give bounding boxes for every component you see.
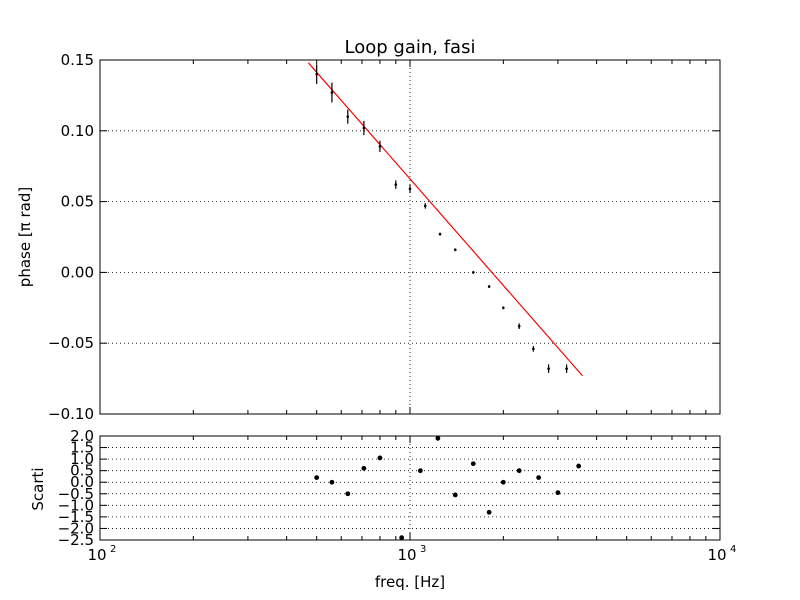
y-tick-label: −0.05 [48, 334, 94, 352]
residual-points [314, 435, 582, 541]
phase-errorbars [315, 64, 568, 373]
data-point [438, 232, 442, 236]
bottom-x-ticks: 10 2 10 3 10 4 [87, 436, 736, 564]
bottom-y-axis-label: Scarti [29, 467, 47, 510]
errorbar-point [362, 120, 366, 136]
bottom-grid [100, 436, 720, 540]
errorbar-point [315, 64, 318, 85]
y-tick-label: −2.0 [58, 519, 94, 537]
bottom-y-ticks: 2.01.51.00.50.0−0.5−1.0−1.5−2.0−2.5 [58, 427, 720, 549]
x-tick-label: 10 [707, 546, 726, 564]
data-point [423, 204, 427, 208]
x-tick-exponent: 3 [420, 544, 426, 555]
y-tick-label: −0.5 [58, 485, 94, 503]
y-tick-label: −2.5 [58, 531, 94, 549]
x-tick-exponent: 4 [730, 544, 736, 555]
errorbar-point [502, 306, 505, 310]
data-point [532, 347, 535, 351]
residual-point [500, 479, 506, 485]
errorbar-point [438, 232, 442, 236]
data-point [517, 324, 521, 328]
data-point [453, 248, 457, 252]
errorbar-point [487, 285, 491, 288]
errorbar-point [453, 248, 457, 252]
data-point [315, 72, 318, 76]
data-point [471, 271, 475, 274]
y-tick-label: 1.0 [70, 450, 94, 468]
y-tick-label: 0.00 [61, 263, 94, 281]
data-point [362, 126, 366, 130]
residual-point [536, 475, 542, 480]
y-tick-label: 0.05 [61, 193, 94, 211]
fit-line [307, 62, 583, 377]
residual-point [361, 465, 367, 471]
residual-point [452, 492, 458, 498]
bottom-axes-frame [99, 435, 721, 541]
top-axes-frame [99, 59, 721, 415]
x-tick-exponent: 2 [110, 544, 116, 555]
data-point [565, 367, 568, 370]
errorbar-point [408, 184, 412, 194]
residual-point [516, 468, 522, 474]
errorbar-point [565, 364, 568, 373]
errorbar-point [517, 323, 521, 330]
errorbar-point [394, 180, 398, 189]
residual-point [576, 463, 582, 469]
data-point [330, 91, 334, 94]
residual-point [470, 461, 476, 467]
residual-point [314, 475, 320, 480]
phase-plot: Loop gain, fasi 0.15 0.10 0.05 0.00 −0.05 −0.… [16, 37, 721, 423]
data-point [378, 145, 382, 148]
y-tick-label: −1.0 [58, 496, 94, 514]
y-tick-label: 2.0 [70, 427, 94, 445]
chart-title: Loop gain, fasi [345, 37, 476, 58]
errorbar-point [330, 82, 334, 103]
errorbar-point [378, 140, 382, 153]
residuals-plot: 2.01.51.00.50.0−0.5−1.0−1.5−2.0−2.5 10 2 1… [29, 427, 736, 591]
x-tick-label: 10 [397, 546, 416, 564]
data-point [394, 183, 398, 186]
data-point [346, 115, 350, 118]
residual-point [486, 509, 492, 515]
residual-point [377, 455, 383, 461]
data-point [487, 285, 491, 288]
y-tick-label: 0.15 [61, 51, 94, 69]
errorbar-point [471, 270, 475, 274]
residual-point [417, 468, 423, 474]
errorbar-point [532, 346, 535, 352]
y-tick-label: 0.10 [61, 122, 94, 140]
y-tick-label: 1.5 [70, 439, 94, 457]
data-point [547, 367, 550, 370]
errorbar-point [346, 109, 350, 124]
top-y-axis-label: phase [π rad] [16, 187, 34, 287]
data-point [502, 306, 505, 310]
data-point [408, 187, 412, 191]
residual-point [399, 535, 405, 541]
residual-point [329, 479, 335, 485]
x-tick-label: 10 [87, 546, 106, 564]
x-axis-label: freq. [Hz] [375, 573, 445, 591]
y-tick-label: 0.0 [70, 473, 94, 491]
residual-point [345, 491, 351, 497]
residual-point [555, 490, 561, 496]
fit-line-segment [307, 62, 583, 377]
top-grid [100, 60, 720, 414]
residual-point [435, 435, 441, 441]
y-tick-label: −0.10 [48, 405, 94, 423]
errorbar-point [423, 203, 427, 209]
y-tick-label: 0.5 [70, 462, 94, 480]
errorbar-point [547, 364, 550, 373]
y-tick-label: −1.5 [58, 508, 94, 526]
